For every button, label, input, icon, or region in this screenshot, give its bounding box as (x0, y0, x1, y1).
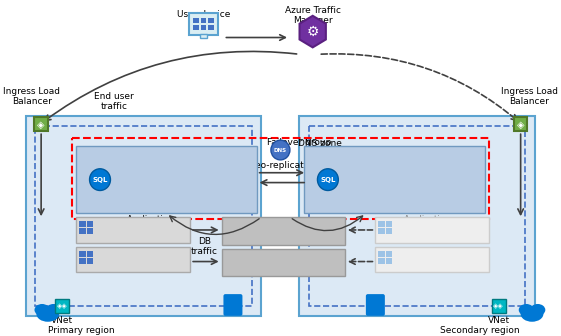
FancyBboxPatch shape (300, 117, 535, 316)
Bar (378, 258, 385, 263)
FancyBboxPatch shape (304, 146, 485, 213)
Bar (79, 251, 86, 257)
Ellipse shape (34, 304, 50, 316)
FancyBboxPatch shape (189, 13, 218, 35)
Text: ◈: ◈ (38, 119, 45, 129)
Text: SQL: SQL (320, 177, 335, 183)
FancyBboxPatch shape (222, 249, 345, 276)
Text: Application
(read-write): Application (read-write) (126, 215, 175, 235)
Ellipse shape (519, 304, 534, 316)
Text: VNet: VNet (488, 316, 510, 325)
Ellipse shape (36, 306, 59, 322)
Text: ◈◈: ◈◈ (57, 303, 67, 309)
FancyBboxPatch shape (76, 247, 190, 272)
Text: Secondary region: Secondary region (440, 326, 519, 335)
Text: SQL: SQL (93, 177, 108, 183)
Text: Read-only listener: Read-only listener (242, 257, 324, 266)
Text: Primary region: Primary region (48, 326, 114, 335)
Bar (386, 228, 393, 234)
Bar (87, 251, 93, 257)
Text: Geo-replication: Geo-replication (249, 161, 318, 170)
Bar (87, 258, 93, 263)
Ellipse shape (530, 304, 545, 316)
Text: Failover group: Failover group (267, 138, 332, 147)
Bar (201, 18, 206, 23)
Bar (79, 221, 86, 227)
Text: Ingress Load
Balancer: Ingress Load Balancer (500, 87, 558, 106)
Circle shape (271, 140, 290, 160)
Bar (309, 126, 526, 306)
Bar (386, 258, 393, 263)
Text: Application
(read-only): Application (read-only) (404, 247, 451, 266)
Text: ◈: ◈ (517, 119, 525, 129)
FancyBboxPatch shape (26, 117, 261, 316)
Circle shape (90, 169, 111, 191)
Bar (208, 18, 214, 23)
Text: Application
(read-only): Application (read-only) (127, 247, 174, 266)
Bar (79, 228, 86, 234)
Bar (386, 251, 393, 257)
Text: End user
traffic: End user traffic (94, 92, 134, 111)
Bar (200, 34, 208, 38)
Bar (193, 18, 199, 23)
Text: DNS: DNS (274, 148, 287, 153)
Bar (378, 221, 385, 227)
Bar (208, 25, 214, 30)
Text: ⚙: ⚙ (306, 25, 319, 39)
Ellipse shape (46, 304, 61, 316)
Text: Application
(read-write): Application (read-write) (403, 215, 453, 235)
Bar (193, 25, 199, 30)
Bar (87, 228, 93, 234)
FancyBboxPatch shape (375, 217, 489, 243)
Ellipse shape (521, 306, 544, 322)
Text: ◈◈: ◈◈ (494, 303, 504, 309)
Bar (201, 25, 206, 30)
Bar (386, 221, 393, 227)
Text: Azure SQL
Managed Instance: Azure SQL Managed Instance (343, 150, 426, 170)
Circle shape (318, 169, 338, 191)
Text: Read-write listener: Read-write listener (240, 225, 327, 235)
FancyBboxPatch shape (366, 294, 385, 316)
Text: VNet: VNet (51, 316, 73, 325)
Text: Azure SQL
Managed Instance: Azure SQL Managed Instance (113, 150, 196, 170)
FancyBboxPatch shape (375, 247, 489, 272)
Text: Azure Traffic
Manager: Azure Traffic Manager (284, 6, 341, 25)
Text: DB
traffic: DB traffic (191, 237, 218, 256)
FancyBboxPatch shape (222, 217, 345, 245)
FancyBboxPatch shape (76, 217, 190, 243)
FancyBboxPatch shape (76, 146, 257, 213)
Bar (378, 228, 385, 234)
Bar (79, 258, 86, 263)
Bar (71, 138, 489, 219)
Text: User device: User device (177, 10, 230, 19)
Text: DNS zone: DNS zone (297, 139, 342, 148)
Bar (35, 126, 252, 306)
FancyBboxPatch shape (223, 294, 242, 316)
Bar (378, 251, 385, 257)
Text: Ingress Load
Balancer: Ingress Load Balancer (3, 87, 60, 106)
Bar (87, 221, 93, 227)
